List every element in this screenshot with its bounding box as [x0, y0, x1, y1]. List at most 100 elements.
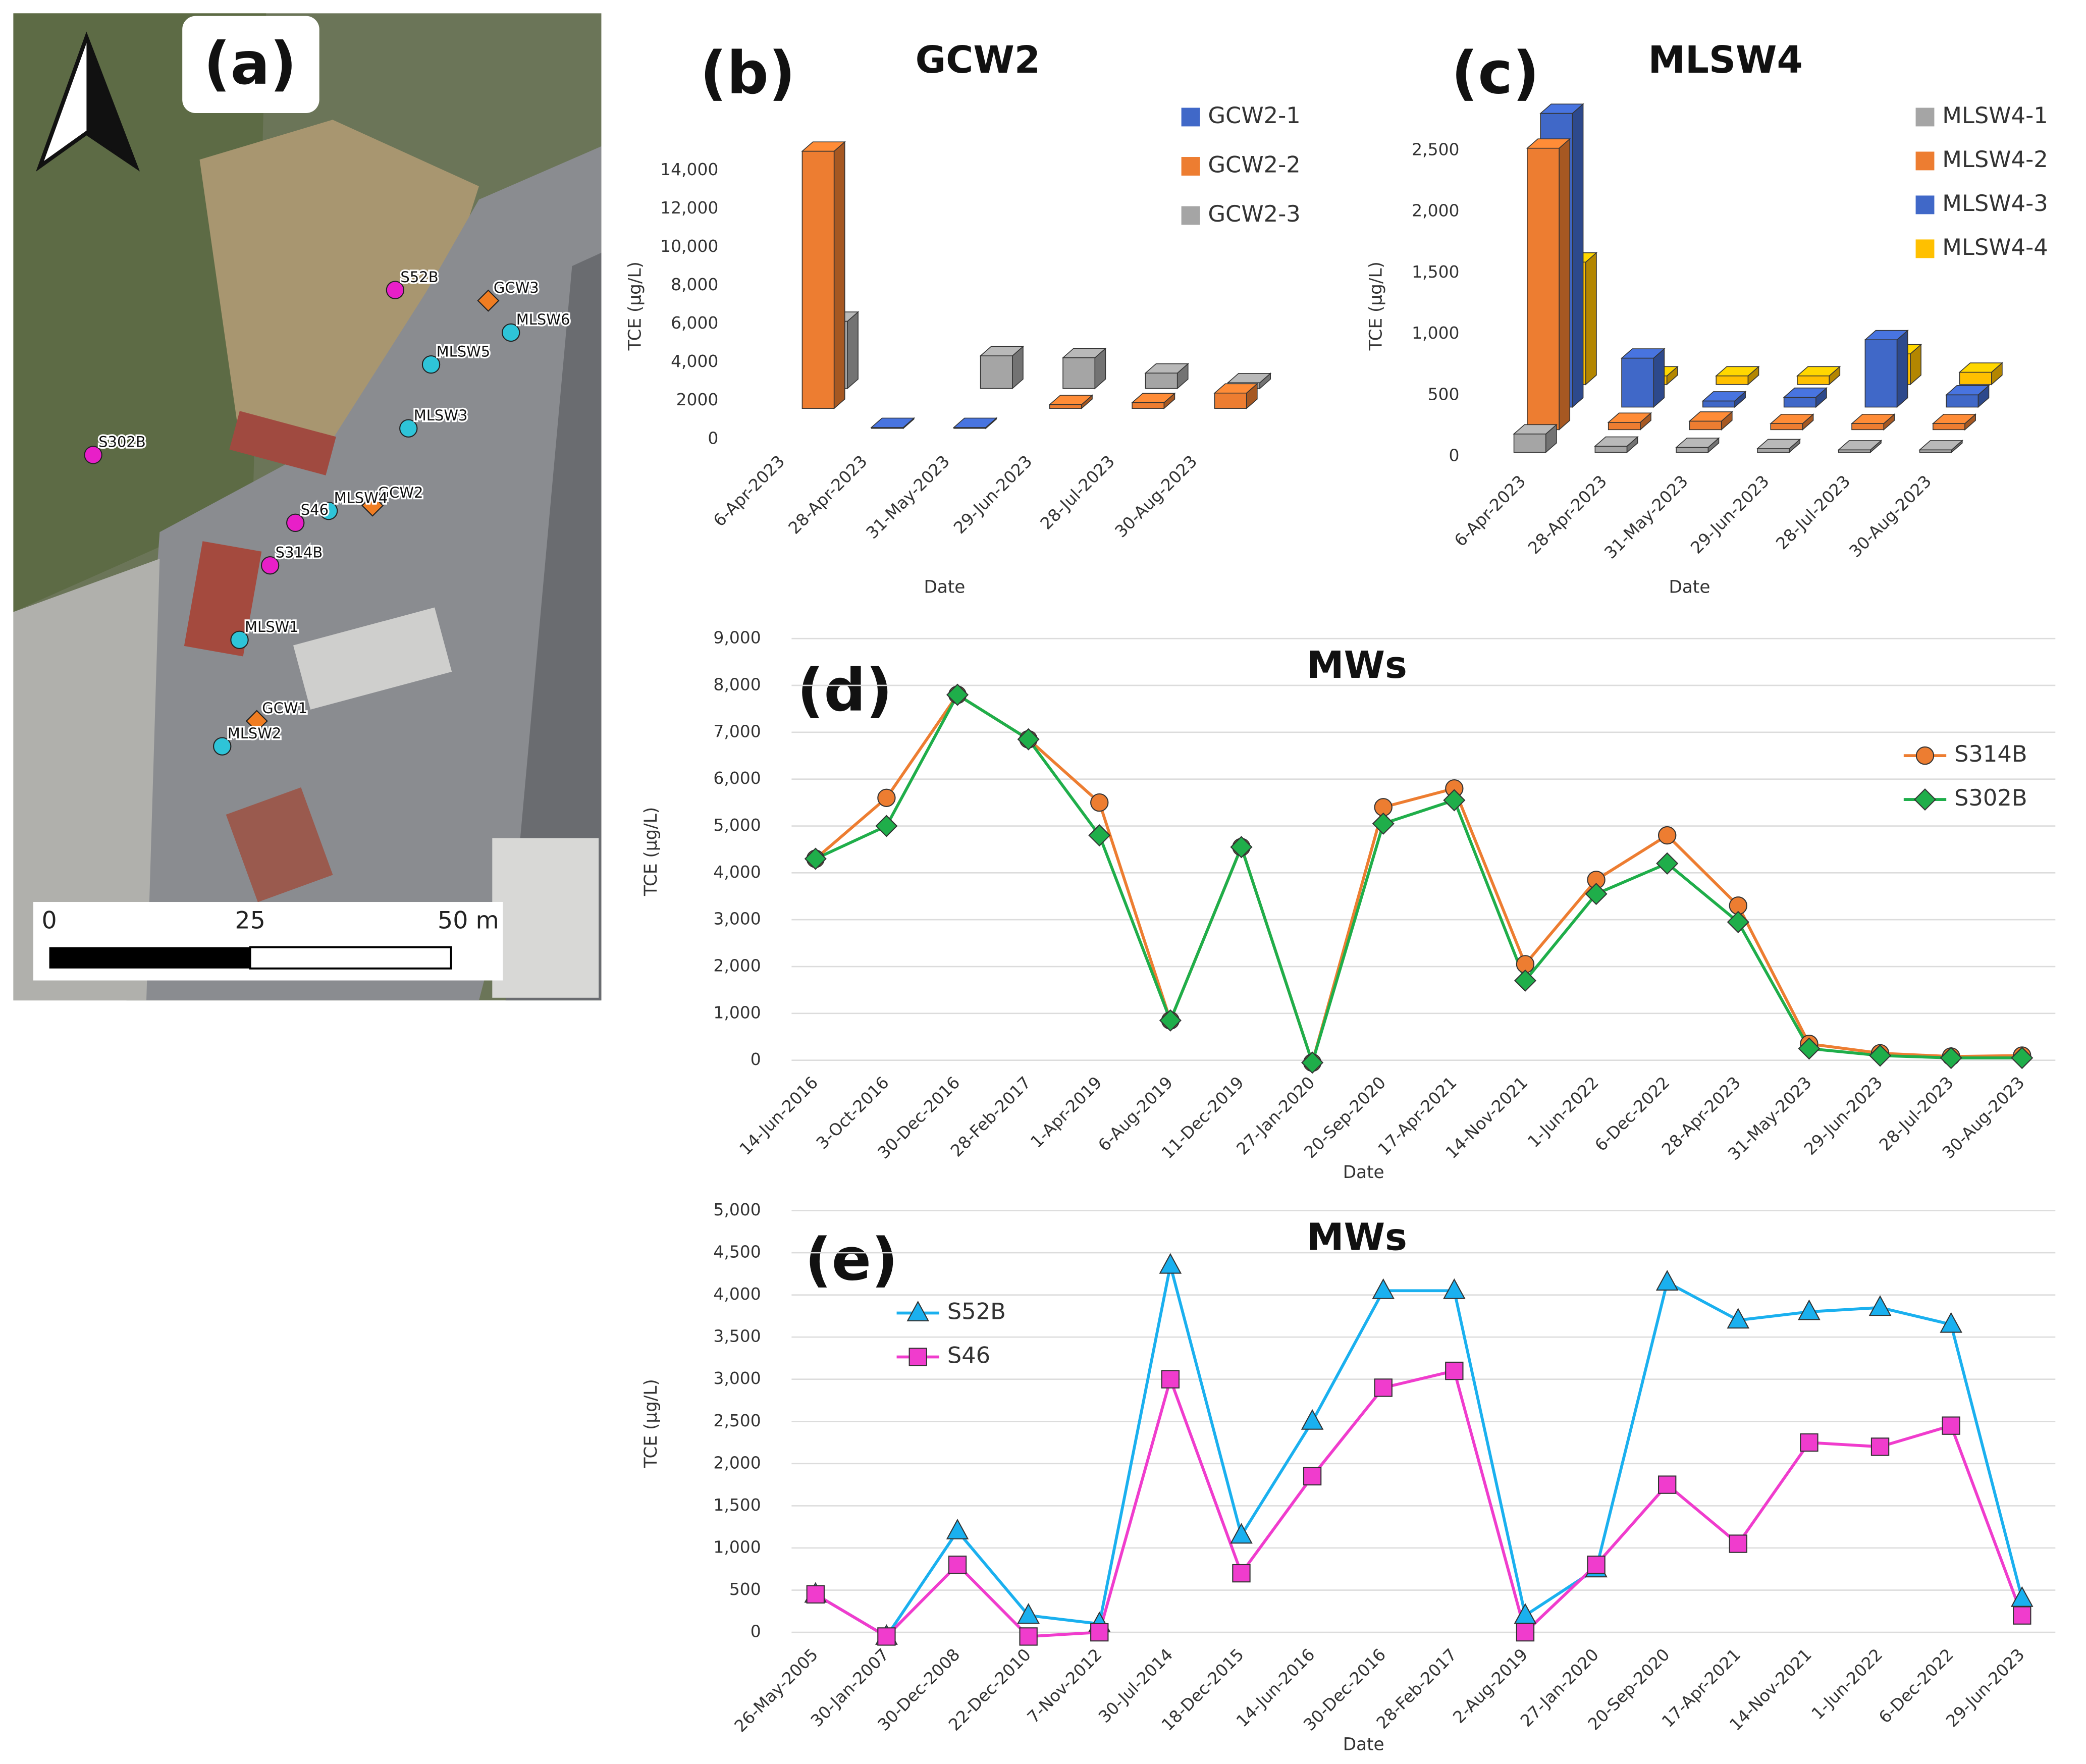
bar: [1675, 437, 1720, 453]
y-tick-label: 4,000: [671, 351, 718, 371]
bar-top: [1620, 348, 1666, 359]
chart-title: MWs: [1307, 1216, 1407, 1259]
x-axis-label: Date: [1343, 1735, 1384, 1755]
x-tick-label: 30-Aug-2023: [1111, 451, 1201, 541]
bar: [1513, 423, 1558, 453]
well-marker: [245, 710, 268, 732]
bar-front: [1864, 339, 1898, 408]
building: [492, 838, 599, 998]
scale-bar-black: [49, 947, 250, 969]
y-tick-label: 2,000: [713, 1453, 761, 1472]
data-point: [1372, 1278, 1395, 1299]
bar-front: [1933, 423, 1965, 431]
well-label: MLSW3: [414, 407, 468, 424]
y-tick-label: 6,000: [671, 313, 718, 333]
legend-label: S46: [947, 1342, 990, 1368]
well-marker: [477, 289, 500, 312]
legend-swatch: [1915, 108, 1935, 127]
x-tick-label: 1-Jun-2022: [1807, 1644, 1886, 1723]
x-tick-label: 29-Jun-2023: [1687, 471, 1773, 558]
bar-top: [1796, 366, 1841, 377]
bar-side: [1572, 103, 1584, 408]
y-tick-label: 1,000: [713, 1002, 761, 1022]
data-point: [1727, 911, 1749, 933]
data-point: [946, 1519, 969, 1540]
y-tick-label: 5,000: [713, 1200, 761, 1219]
panel-label: (d): [797, 657, 892, 725]
bar-side: [833, 141, 845, 409]
bar-front: [1946, 394, 1979, 408]
bar-top: [1513, 424, 1558, 435]
panel-label: (b): [700, 39, 795, 108]
y-tick-label: 1,500: [1412, 262, 1459, 282]
x-tick-label: 31-May-2023: [1600, 471, 1692, 563]
legend-swatch: [1915, 239, 1935, 258]
bar: [1932, 413, 1977, 431]
data-point: [1230, 836, 1253, 859]
bar-top: [1131, 393, 1176, 403]
legend-label: GCW2-1: [1208, 102, 1300, 129]
bar-front: [980, 355, 1013, 389]
bar-side: [1896, 329, 1908, 408]
data-point: [1940, 1046, 1962, 1070]
bar: [979, 345, 1025, 390]
bar-top: [1850, 413, 1896, 424]
bar-top: [1607, 412, 1652, 423]
bar-side: [847, 311, 859, 390]
data-point: [1798, 1299, 1821, 1320]
legend-swatch: [1181, 157, 1200, 176]
data-point: [1658, 826, 1677, 845]
bar-top: [801, 141, 846, 152]
bar-top: [979, 346, 1025, 356]
bar-top: [1144, 363, 1189, 374]
x-axis-label: Date: [1669, 577, 1710, 598]
y-tick-label: 3,000: [713, 909, 761, 929]
y-tick-label: 0: [708, 428, 718, 448]
data-point: [946, 683, 969, 706]
data-point: [1727, 1308, 1750, 1329]
data-point: [1230, 1523, 1253, 1544]
bar-front: [1676, 447, 1709, 453]
bar-front: [1132, 402, 1165, 409]
legend-label: MLSW4-2: [1942, 146, 2048, 173]
bar: [1918, 440, 1963, 453]
well-label: S314B: [276, 544, 323, 561]
bar-top: [1539, 103, 1584, 114]
data-point: [1514, 969, 1537, 992]
data-point: [1940, 1312, 1962, 1333]
data-point: [2013, 1606, 2031, 1625]
bar-front: [1513, 433, 1546, 453]
x-tick-label: 6-Apr-2023: [1451, 471, 1530, 551]
y-tick-label: 14,000: [660, 159, 718, 179]
scale-label: 25: [235, 907, 265, 935]
y-tick-label: 10,000: [660, 236, 718, 256]
map-panel: (a) 0 25 50 m S52B GCW3 MLSW6 MLSW5 MLSW3 S30…: [13, 13, 602, 1001]
data-point: [1729, 1534, 1747, 1553]
y-tick-label: 2,500: [713, 1411, 761, 1430]
bar-front: [1062, 357, 1096, 389]
y-tick-label: 0: [751, 1049, 761, 1069]
series-line: [815, 1369, 2023, 1639]
data-point: [1870, 1437, 1890, 1456]
legend-label: GCW2-3: [1208, 200, 1300, 227]
x-tick-label: 28-Apr-2023: [784, 451, 871, 538]
x-tick-label: 1-Jun-2022: [1524, 1073, 1602, 1151]
chart: (c) MLSW4 Date TCE (μg/L) 0 500 1,000 1,500 2,00…: [1366, 38, 2048, 598]
legend-label: MLSW4-1: [1942, 102, 2048, 129]
well-marker: [230, 630, 249, 649]
bar-top: [1783, 387, 1828, 398]
legend-label: S314B: [1954, 740, 2027, 767]
panel-label: (c): [1451, 39, 1539, 108]
series-line: [815, 692, 2022, 1068]
well-label: MLSW5: [437, 343, 491, 360]
bar: [1061, 347, 1107, 390]
data-point: [2011, 1046, 2034, 1070]
y-tick-label: 3,000: [713, 1368, 761, 1388]
bar: [952, 417, 998, 430]
legend-marker: [1915, 746, 1935, 765]
bar-top: [1715, 366, 1760, 377]
x-tick-label: 6-Apr-2023: [710, 451, 789, 530]
data-point: [948, 1556, 967, 1574]
bar: [1796, 365, 1841, 386]
series-line: [814, 692, 2022, 1068]
